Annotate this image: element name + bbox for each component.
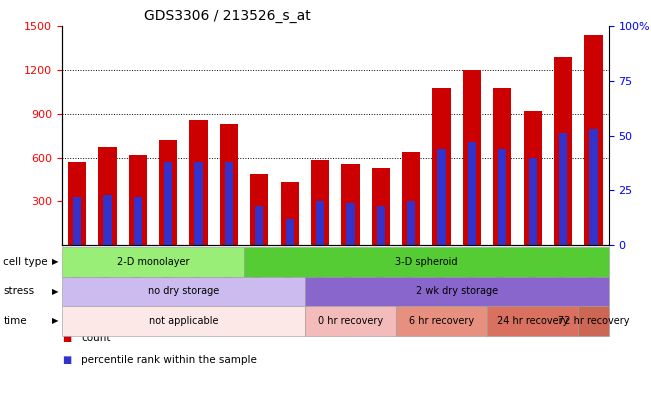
Text: 2 wk dry storage: 2 wk dry storage [416,286,498,296]
Bar [73,197,81,245]
Bar [432,87,450,245]
Bar [529,158,537,245]
Bar [493,87,512,245]
Text: cell type: cell type [3,257,48,267]
Bar [463,70,481,245]
Text: ▶: ▶ [52,316,59,326]
Text: not applicable: not applicable [148,316,218,326]
Bar [554,57,572,245]
Bar [559,134,567,245]
Bar [98,147,117,245]
Text: ▶: ▶ [52,257,59,266]
Text: count: count [81,333,111,343]
Bar [377,206,385,245]
Bar [468,142,476,245]
Text: time: time [3,316,27,326]
Text: no dry storage: no dry storage [148,286,219,296]
Bar [159,140,177,245]
Text: stress: stress [3,286,35,296]
Text: ▶: ▶ [52,287,59,296]
Bar [133,197,142,245]
Text: ■: ■ [62,355,71,365]
Bar [68,162,86,245]
Bar [341,164,359,245]
Bar [523,111,542,245]
Bar [129,155,147,245]
Text: 2-D monolayer: 2-D monolayer [117,257,189,267]
Bar [589,129,598,245]
Text: GDS3306 / 213526_s_at: GDS3306 / 213526_s_at [144,9,311,23]
Text: 6 hr recovery: 6 hr recovery [409,316,474,326]
Bar [286,219,294,245]
Bar [189,119,208,245]
Bar [250,174,268,245]
Bar [220,124,238,245]
Text: 72 hr recovery: 72 hr recovery [558,316,630,326]
Bar [402,152,421,245]
Text: 3-D spheroid: 3-D spheroid [395,257,458,267]
Bar [164,162,173,245]
Bar [225,162,233,245]
Text: 24 hr recovery: 24 hr recovery [497,316,568,326]
Text: percentile rank within the sample: percentile rank within the sample [81,355,257,365]
Text: ■: ■ [62,333,71,343]
Bar [437,149,446,245]
Bar [372,168,390,245]
Bar [498,149,506,245]
Bar [255,206,264,245]
Text: 0 hr recovery: 0 hr recovery [318,316,383,326]
Bar [104,195,111,245]
Bar [346,203,355,245]
Bar [316,201,324,245]
Bar [281,182,299,245]
Bar [195,162,202,245]
Bar [311,160,329,245]
Bar [407,201,415,245]
Bar [585,35,603,245]
